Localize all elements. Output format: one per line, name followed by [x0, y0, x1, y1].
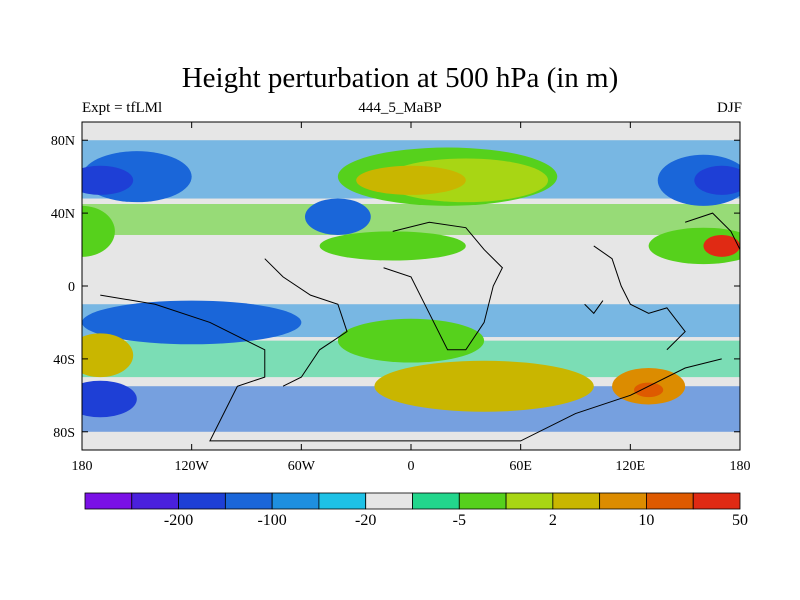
- field-region-blue: [82, 300, 302, 345]
- chart-title: Height perturbation at 500 hPa (in m): [181, 62, 619, 94]
- field-region-green: [319, 231, 466, 261]
- y-axis: 80N 40N 0 40S 80S: [51, 134, 740, 441]
- coastline-segment: [593, 245, 686, 351]
- colorbar-swatch: [458, 492, 507, 510]
- experiment-label: Expt = tfLMl: [82, 100, 163, 116]
- colorbar-swatch: [692, 492, 741, 510]
- field-region-green: [337, 318, 485, 363]
- x-axis: 180 120W 60W 0 60E 120E 180: [72, 122, 751, 474]
- x-tick-label: 180: [72, 459, 93, 474]
- colorbar-swatch: [318, 492, 367, 510]
- coastline-segment: [383, 221, 503, 351]
- y-tick-label: 40S: [53, 353, 75, 368]
- coastline-segment: [264, 258, 348, 387]
- height-field: [82, 122, 740, 450]
- colorbar-label: 2: [549, 512, 557, 529]
- colorbar-swatch: [412, 492, 460, 510]
- coastlines: [100, 212, 740, 442]
- y-tick-label: 80S: [53, 426, 75, 441]
- x-tick-label: 120E: [616, 459, 646, 474]
- colorbar-swatch: [131, 492, 179, 510]
- coastline-segment: [685, 212, 740, 250]
- field-band-1: [82, 204, 740, 235]
- field-region-yellow: [356, 165, 466, 195]
- colorbar-swatch: [365, 492, 413, 510]
- y-tick-label: 0: [68, 280, 75, 295]
- run-label: 444_5_MaBP: [358, 100, 442, 116]
- x-tick-label: 180: [730, 459, 751, 474]
- colorbar-swatch: [505, 492, 554, 510]
- field-region-red-orange: [703, 234, 740, 257]
- colorbar-label: -100: [257, 512, 286, 529]
- colorbar-label: -5: [453, 512, 466, 529]
- colorbar-swatch: [552, 492, 601, 510]
- x-tick-label: 60E: [509, 459, 532, 474]
- field-region-yellow: [82, 333, 134, 378]
- colorbar-swatch: [224, 492, 273, 510]
- colorbar: -200-100-20-521050150: [84, 492, 748, 529]
- colorbar-label: 10: [638, 512, 654, 529]
- field-region-dark-orange: [633, 382, 664, 398]
- field-region-green: [82, 205, 115, 257]
- x-tick-label: 60W: [288, 459, 316, 474]
- x-tick-label: 120W: [175, 459, 210, 474]
- colorbar-swatch: [599, 492, 647, 510]
- colorbar-label: 50: [732, 512, 748, 529]
- field-region-yellow: [374, 360, 594, 412]
- colorbar-label: -200: [164, 512, 193, 529]
- field-region-dark-blue: [82, 380, 137, 418]
- y-tick-label: 40N: [51, 207, 75, 222]
- colorbar-swatch: [646, 492, 694, 510]
- coastline-segment: [584, 300, 604, 315]
- colorbar-swatch: [271, 492, 320, 510]
- field-region-dark-blue: [694, 165, 740, 195]
- colorbar-swatch: [178, 492, 226, 510]
- coastline-segment: [100, 294, 722, 442]
- field-region-dark-blue: [82, 165, 134, 195]
- colorbar-swatch: [84, 492, 133, 510]
- x-tick-label: 0: [408, 459, 415, 474]
- y-tick-label: 80N: [51, 134, 75, 149]
- colorbar-label: -20: [355, 512, 376, 529]
- season-label: DJF: [716, 100, 742, 116]
- field-region-blue: [304, 198, 371, 235]
